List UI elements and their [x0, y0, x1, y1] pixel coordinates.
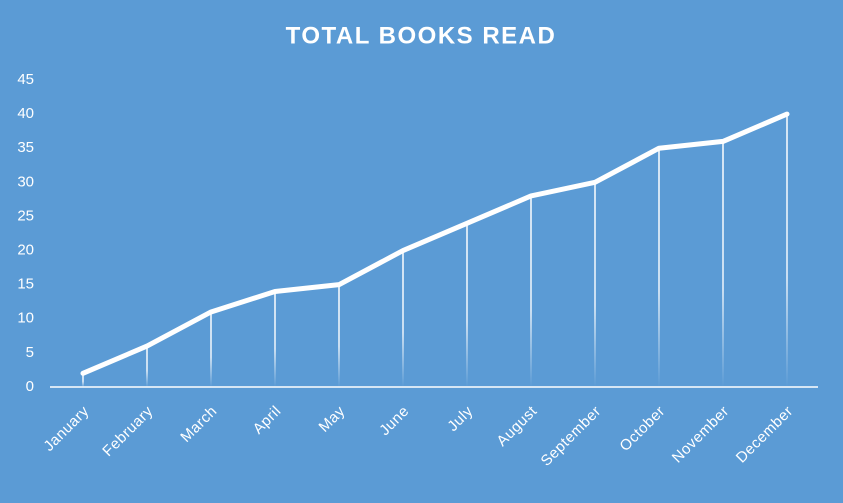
- y-tick-label: 10: [17, 310, 34, 327]
- chart-title: TOTAL BOOKS READ: [286, 22, 557, 49]
- y-tick-label: 40: [17, 105, 34, 122]
- drop-line: [722, 141, 724, 387]
- y-tick-label: 35: [17, 139, 34, 156]
- drop-line: [594, 182, 596, 387]
- drop-line: [82, 373, 84, 387]
- drop-line: [210, 311, 212, 387]
- drop-line: [146, 346, 148, 387]
- y-tick-label: 25: [17, 207, 34, 224]
- drop-line: [274, 291, 276, 387]
- y-tick-label: 45: [17, 71, 34, 88]
- drop-line: [658, 148, 660, 387]
- drop-line: [338, 284, 340, 387]
- y-tick-label: 5: [26, 344, 34, 361]
- y-tick-label: 20: [17, 242, 34, 259]
- data-line: [80, 111, 790, 376]
- drop-line: [402, 250, 404, 387]
- y-tick-label: 0: [26, 378, 34, 395]
- drop-line: [466, 223, 468, 387]
- y-tick-label: 30: [17, 173, 34, 190]
- drop-line: [530, 195, 532, 387]
- drop-line: [786, 114, 788, 387]
- y-tick-label: 15: [17, 276, 34, 293]
